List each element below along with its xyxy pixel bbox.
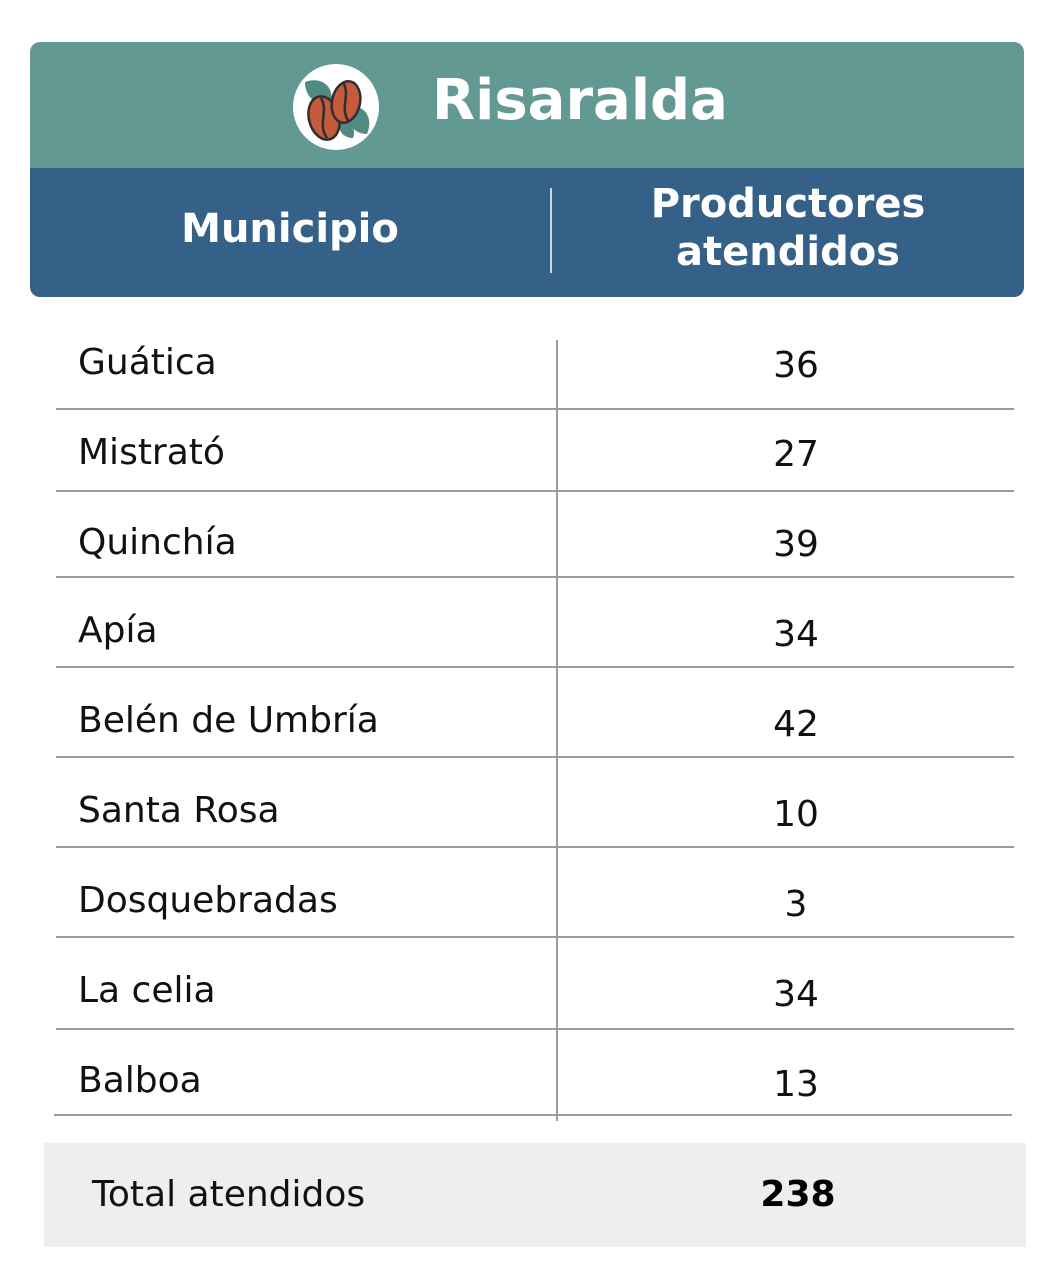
total-row: Total atendidos 238 (44, 1143, 1026, 1247)
municipio-cell: Apía (78, 610, 158, 651)
column-header-band: Municipio Productores atendidos (30, 168, 1024, 297)
column-header-divider (550, 188, 552, 273)
table-row: La celia 34 (56, 938, 1014, 1030)
table-row: Santa Rosa 10 (56, 758, 1014, 848)
title-band: Risaralda (30, 42, 1024, 168)
productores-cell: 13 (773, 1064, 819, 1105)
productores-cell: 36 (773, 345, 819, 386)
table-row: Mistrató 27 (56, 410, 1014, 492)
table-row: Guática 36 (56, 340, 1014, 410)
column-header-municipio: Municipio (181, 206, 399, 252)
municipio-cell: Quinchía (78, 522, 237, 563)
column-header-productores-text: Productores atendidos (650, 181, 926, 275)
total-label: Total atendidos (92, 1174, 366, 1215)
municipio-cell: La celia (78, 970, 216, 1011)
table-row: Balboa 13 (54, 1030, 1012, 1116)
productores-cell: 27 (773, 434, 819, 475)
municipio-cell: Guática (78, 342, 217, 383)
table-row: Quinchía 39 (56, 492, 1014, 578)
table-row: Dosquebradas 3 (56, 848, 1014, 938)
productores-cell: 10 (773, 794, 819, 835)
municipio-cell: Mistrató (78, 432, 225, 473)
table-header: Risaralda Municipio Productores atendido… (30, 42, 1024, 297)
productores-cell: 3 (784, 884, 808, 925)
total-value: 238 (760, 1174, 836, 1215)
table-row: Apía 34 (56, 578, 1014, 668)
productores-cell: 34 (773, 614, 819, 655)
municipio-cell: Dosquebradas (78, 880, 338, 921)
municipio-cell: Belén de Umbría (78, 700, 379, 741)
coffee-beans-leaves-icon (291, 62, 381, 152)
municipio-cell: Santa Rosa (78, 790, 280, 831)
table-title: Risaralda (432, 68, 728, 133)
productores-cell: 42 (773, 704, 819, 745)
productores-cell: 34 (773, 974, 819, 1015)
column-divider (556, 340, 558, 1121)
productores-cell: 39 (773, 524, 819, 565)
table-row: Belén de Umbría 42 (56, 668, 1014, 758)
column-header-productores: Productores atendidos (552, 180, 1024, 276)
municipio-cell: Balboa (78, 1060, 202, 1101)
